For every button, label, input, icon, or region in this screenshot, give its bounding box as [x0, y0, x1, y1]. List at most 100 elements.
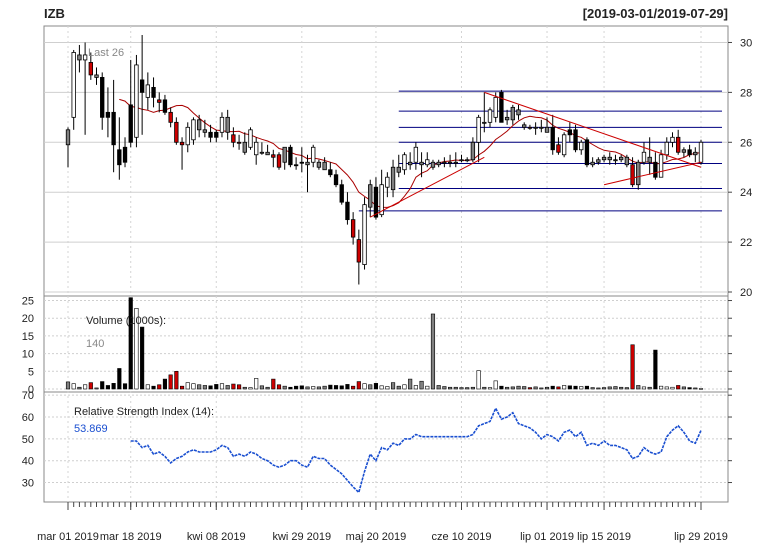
candle-body — [139, 79, 145, 93]
volume-bar — [294, 385, 299, 390]
y-tick-label: 0 — [28, 384, 34, 396]
candle-body — [533, 126, 538, 129]
volume-bar — [351, 385, 356, 390]
rsi-title: Relative Strength Index (14): — [74, 406, 214, 418]
candle-body — [288, 146, 293, 166]
x-tick-label: lip 01 2019 — [520, 531, 574, 543]
volume-panel — [43, 295, 729, 393]
trend-line — [370, 156, 485, 218]
candle-body — [379, 184, 384, 216]
volume-bar — [681, 386, 686, 390]
rsi-panel — [43, 391, 729, 503]
candle-body — [561, 134, 567, 156]
y-tick-label: 26 — [740, 137, 752, 149]
candle-body — [396, 166, 401, 173]
candle-body — [77, 54, 82, 61]
chart-date-range: [2019-03-01/2019-07-29] — [583, 6, 728, 21]
volume-bar — [493, 380, 498, 390]
y-tick-label: 50 — [22, 434, 34, 446]
candle-body — [248, 129, 253, 148]
candle-body — [94, 74, 99, 78]
volume-bar — [419, 380, 424, 390]
candle-body — [231, 134, 236, 143]
candle-body — [419, 161, 424, 166]
y-tick-label: 5 — [28, 366, 34, 378]
volume-bar — [619, 386, 624, 390]
y-tick-label: 30 — [740, 37, 752, 49]
candle-body — [293, 164, 299, 167]
candle-body — [254, 141, 259, 156]
candle-body — [368, 184, 373, 208]
candle-body — [225, 116, 230, 133]
volume-bar — [544, 386, 550, 390]
volume-bar — [390, 382, 396, 390]
y-tick-label: 60 — [22, 412, 34, 424]
candle-body — [145, 84, 151, 98]
trend-line — [484, 91, 702, 168]
candles — [65, 34, 704, 285]
candle-body — [413, 146, 419, 163]
candle-body — [271, 154, 276, 158]
volume-bar — [487, 387, 493, 390]
volume-bar — [442, 386, 447, 390]
chart-symbol: IZB — [44, 6, 65, 21]
volume-bar — [140, 326, 145, 390]
candle-body — [157, 99, 162, 103]
candle-body — [459, 159, 464, 162]
x-tick-label: maj 20 2019 — [346, 531, 407, 543]
volume-bar — [676, 385, 681, 390]
volume-bar — [111, 383, 116, 390]
volume-bar — [122, 383, 128, 390]
volume-bar — [698, 388, 704, 390]
volume-bar — [653, 349, 658, 390]
volume-bar — [527, 387, 532, 390]
y-tick-label: 15 — [22, 331, 34, 343]
candle-body — [168, 111, 173, 123]
volume-bar — [305, 386, 310, 390]
volume-bar — [465, 387, 470, 390]
candle-body — [613, 159, 618, 162]
x-tick-label: mar 18 2019 — [100, 531, 162, 543]
y-tick-label: 22 — [740, 237, 752, 249]
candle-body — [687, 149, 692, 156]
candle-body — [693, 151, 698, 156]
volume-bar — [373, 383, 379, 390]
volume-bar — [505, 386, 510, 390]
volume-bar — [539, 387, 544, 390]
y-tick-label: 30 — [22, 478, 34, 490]
volume-bar — [276, 384, 282, 390]
x-tick-label: mar 01 2019 — [37, 531, 99, 543]
candle-body — [71, 52, 76, 118]
volume-bar — [402, 384, 407, 390]
rsi-line — [130, 406, 702, 494]
candle-body — [647, 156, 652, 163]
candle-body — [658, 154, 664, 178]
volume-bar — [430, 313, 436, 390]
volume-bar — [117, 368, 122, 390]
volume-bar — [94, 387, 99, 390]
volume-bar — [77, 386, 82, 390]
candle-body — [356, 239, 362, 263]
grid-lines — [44, 41, 728, 484]
candle-body — [601, 156, 607, 161]
volume-bar — [596, 387, 601, 390]
x-tick-label: cze 10 2019 — [432, 531, 492, 543]
candle-body — [482, 121, 487, 124]
candle-body — [305, 161, 310, 166]
volume-bar — [71, 383, 76, 390]
volume-bar — [191, 383, 196, 390]
volume-bar — [687, 387, 692, 390]
candle-body — [516, 109, 521, 116]
volume-bar — [356, 381, 361, 390]
volume-bar — [413, 385, 418, 390]
volume-bar — [271, 378, 276, 390]
volume-bar — [185, 382, 190, 390]
x-tick-label: lip 29 2019 — [674, 531, 728, 543]
candle-body — [65, 129, 71, 146]
candle-body — [134, 64, 139, 138]
candle-body — [522, 124, 527, 128]
candle-body — [390, 166, 396, 191]
volume-bar — [197, 384, 202, 390]
volume-bar — [567, 385, 572, 390]
